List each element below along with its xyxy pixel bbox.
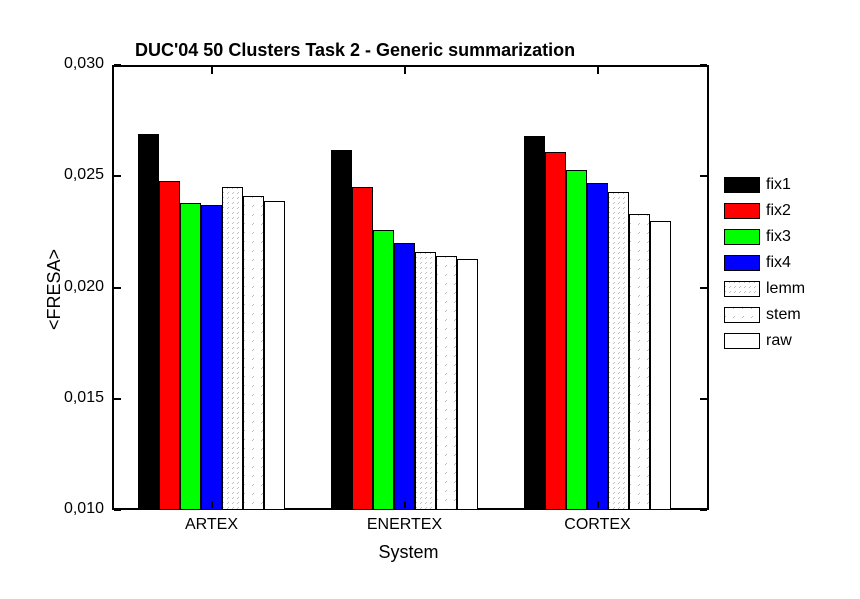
x-tick-label: ENERTEX — [355, 516, 455, 534]
y-tick — [700, 64, 707, 66]
legend-item-fix2: fix2 — [724, 198, 805, 224]
bar-enertex-fix3 — [373, 230, 394, 510]
x-tick — [404, 67, 406, 74]
bar-cortex-raw — [650, 221, 671, 510]
y-tick-label: 0,025 — [56, 166, 104, 184]
bar-enertex-fix1 — [331, 150, 352, 510]
legend-swatch-fix4 — [724, 255, 760, 271]
y-tick-label: 0,020 — [56, 278, 104, 296]
x-tick — [211, 67, 213, 74]
legend-swatch-raw — [724, 333, 760, 349]
y-tick — [700, 175, 707, 177]
legend-item-lemm: lemm — [724, 276, 805, 302]
legend-item-stem: stem — [724, 302, 805, 328]
bar-artex-fix2 — [159, 181, 180, 510]
legend-label-fix3: fix3 — [766, 228, 791, 246]
legend-swatch-stem — [724, 307, 760, 323]
y-tick — [114, 509, 121, 511]
bar-artex-raw — [264, 201, 285, 510]
bar-enertex-fix4 — [394, 243, 415, 510]
bar-cortex-fix3 — [566, 170, 587, 510]
bar-cortex-fix2 — [545, 152, 566, 510]
legend-swatch-fix1 — [724, 177, 760, 193]
bar-cortex-fix4 — [587, 183, 608, 510]
chart-container: { "title": "DUC'04 50 Clusters Task 2 - … — [0, 0, 860, 599]
y-tick — [700, 287, 707, 289]
bar-enertex-fix2 — [352, 187, 373, 510]
bar-enertex-lemm — [415, 252, 436, 510]
legend-item-fix1: fix1 — [724, 172, 805, 198]
y-tick-label: 0,030 — [56, 55, 104, 73]
x-tick-label: ARTEX — [162, 516, 262, 534]
bar-artex-stem — [243, 196, 264, 510]
legend-label-fix4: fix4 — [766, 254, 791, 272]
chart-title: DUC'04 50 Clusters Task 2 - Generic summ… — [135, 40, 575, 61]
y-tick — [114, 398, 121, 400]
x-tick — [404, 501, 406, 508]
x-tick — [211, 501, 213, 508]
y-tick — [700, 398, 707, 400]
x-tick — [597, 501, 599, 508]
bar-cortex-stem — [629, 214, 650, 510]
legend-swatch-fix3 — [724, 229, 760, 245]
bar-artex-fix1 — [138, 134, 159, 510]
legend-swatch-lemm — [724, 281, 760, 297]
bar-artex-lemm — [222, 187, 243, 510]
legend-item-fix4: fix4 — [724, 250, 805, 276]
legend-label-lemm: lemm — [766, 280, 805, 298]
legend-label-fix1: fix1 — [766, 176, 791, 194]
bar-artex-fix3 — [180, 203, 201, 510]
y-tick — [700, 509, 707, 511]
bar-enertex-stem — [436, 256, 457, 510]
x-tick — [597, 67, 599, 74]
legend: fix1 fix2 fix3 fix4 lemm stem raw — [724, 172, 805, 354]
y-tick — [114, 287, 121, 289]
bar-cortex-fix1 — [524, 136, 545, 510]
y-tick-label: 0,015 — [56, 389, 104, 407]
bar-enertex-raw — [457, 259, 478, 510]
legend-item-raw: raw — [724, 328, 805, 354]
bar-cortex-lemm — [608, 192, 629, 510]
y-tick-label: 0,010 — [56, 500, 104, 518]
y-tick — [114, 64, 121, 66]
x-tick-label: CORTEX — [548, 516, 648, 534]
legend-label-fix2: fix2 — [766, 202, 791, 220]
y-tick — [114, 175, 121, 177]
legend-label-stem: stem — [766, 306, 801, 324]
bar-artex-fix4 — [201, 205, 222, 510]
x-axis-label: System — [379, 542, 439, 563]
legend-swatch-fix2 — [724, 203, 760, 219]
legend-item-fix3: fix3 — [724, 224, 805, 250]
legend-label-raw: raw — [766, 332, 792, 350]
